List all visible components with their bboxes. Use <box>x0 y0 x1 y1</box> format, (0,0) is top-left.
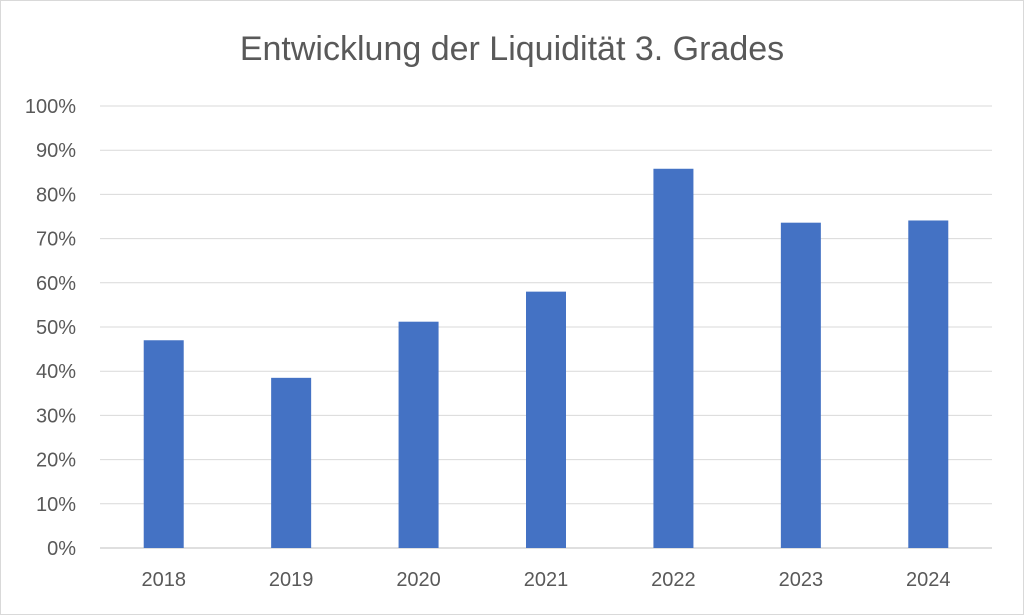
y-tick-label: 40% <box>36 361 76 383</box>
y-tick-label: 60% <box>36 273 76 295</box>
bar-2023 <box>780 222 821 549</box>
y-tick-label: 50% <box>36 317 76 339</box>
x-tick-label: 2020 <box>396 569 441 591</box>
x-tick-label: 2018 <box>141 569 186 591</box>
x-tick-label: 2019 <box>269 569 314 591</box>
x-tick-label: 2021 <box>524 569 569 591</box>
bar-2020 <box>398 321 439 548</box>
bar-2019 <box>271 377 312 548</box>
y-tick-label: 10% <box>36 494 76 516</box>
bar-2018 <box>143 340 184 548</box>
y-tick-label: 100% <box>25 96 76 118</box>
chart-title: Entwicklung der Liquidität 3. Grades <box>239 30 785 68</box>
x-tick-label: 2024 <box>906 569 951 591</box>
y-tick-label: 30% <box>36 405 76 427</box>
bar-2021 <box>526 291 566 548</box>
y-tick-label: 80% <box>36 184 76 206</box>
x-tick-label: 2023 <box>779 569 824 591</box>
y-tick-label: 90% <box>36 140 76 162</box>
bar-2024 <box>908 220 949 548</box>
x-tick-label: 2022 <box>651 569 696 591</box>
bar-2022 <box>653 168 694 548</box>
y-tick-label: 0% <box>47 538 76 560</box>
y-tick-label: 70% <box>36 229 76 251</box>
y-tick-label: 20% <box>36 450 76 472</box>
